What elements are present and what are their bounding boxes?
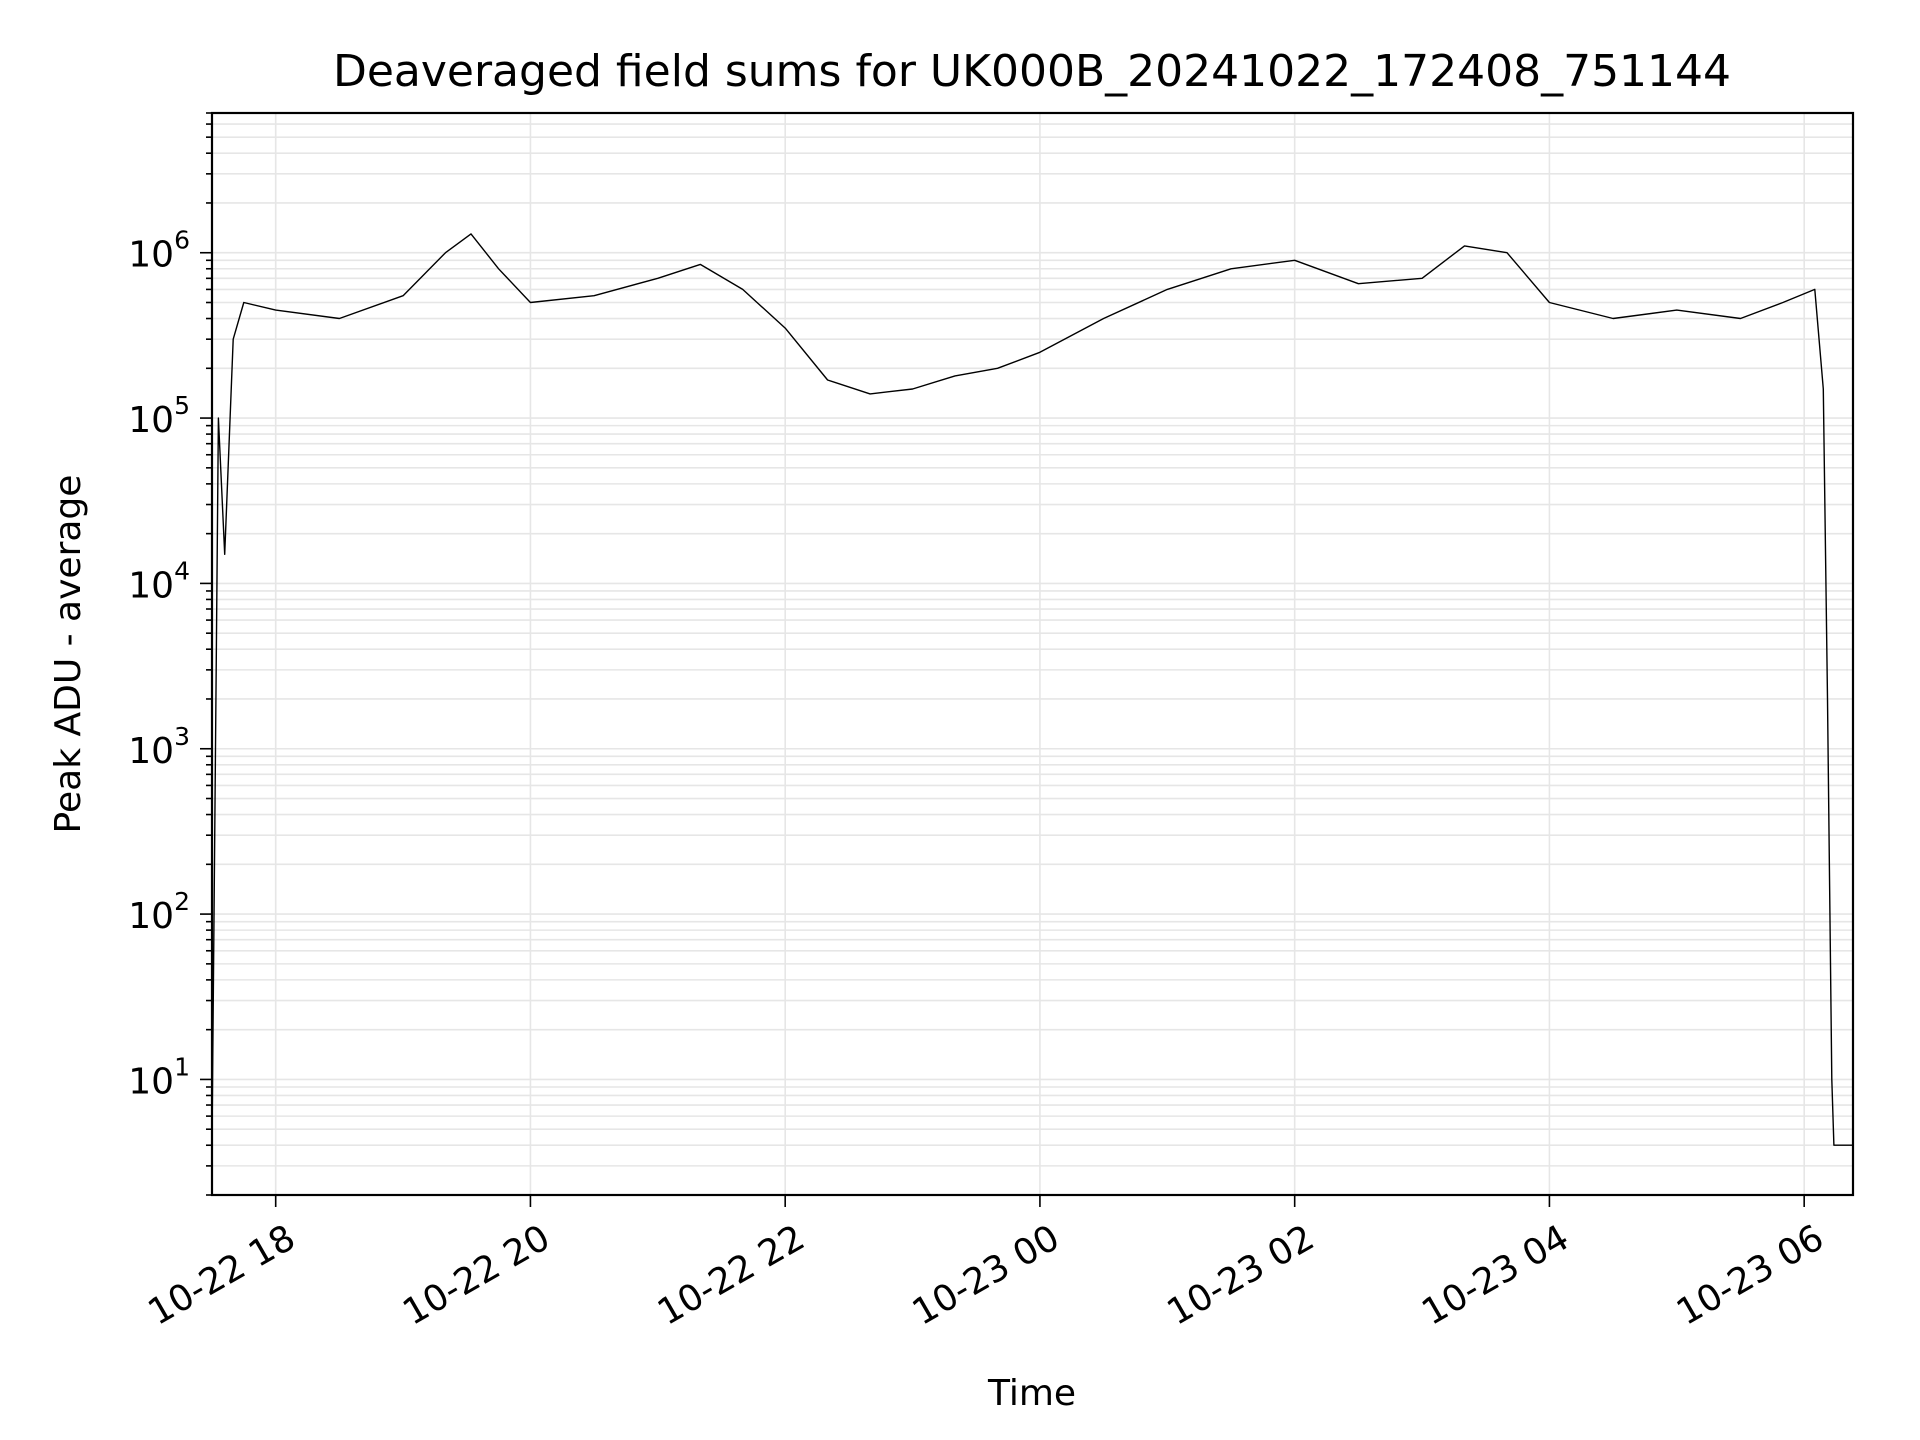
plot-frame	[210, 111, 1855, 1197]
y-tick-label: 105	[128, 391, 190, 441]
y-tick-label: 102	[128, 887, 190, 937]
y-tick-label: 103	[128, 722, 190, 772]
y-axis: 101 102 103 104 105 106	[128, 112, 212, 1196]
grid	[212, 112, 1853, 1196]
y-axis-label: Peak ADU - average	[48, 475, 89, 834]
data-series-line	[211, 233, 1853, 1146]
chart-title: Deaveraged field sums for UK000B_2024102…	[333, 46, 1731, 97]
x-axis-label: Time	[987, 1373, 1076, 1414]
y-tick-label: 104	[128, 556, 190, 606]
y-tick-label: 106	[128, 226, 190, 276]
y-tick-label: 101	[128, 1052, 190, 1102]
data-line	[211, 233, 1853, 1146]
